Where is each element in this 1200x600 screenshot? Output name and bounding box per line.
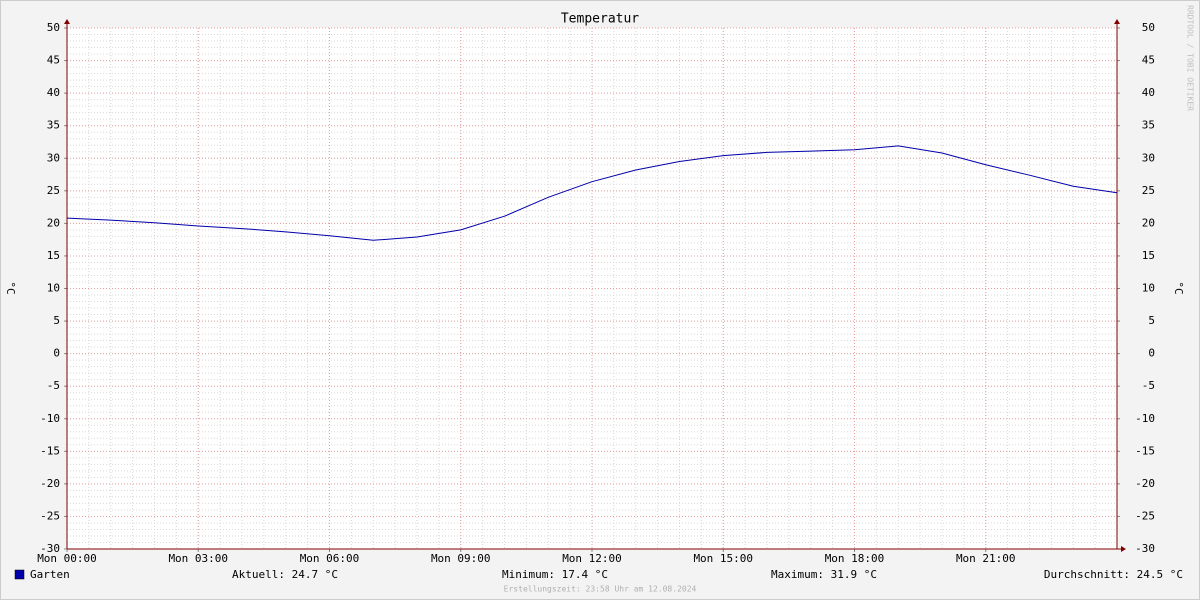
legend-label: Garten [30,568,70,581]
stat-label: Maximum: 31.9 °C [771,568,877,581]
x-axis-arrow [1121,546,1126,552]
y2-tick-label: 45 [1142,54,1155,67]
watermark: RRDTOOL / TOBI OETIKER [1186,5,1195,111]
y2-axis-arrow [1114,19,1120,24]
y2-tick-label: 25 [1142,184,1155,197]
y2-axis-label: °C [1172,281,1185,294]
y-tick-label: 40 [47,86,60,99]
y2-tick-label: 15 [1142,249,1155,262]
y2-tick-label: 35 [1142,119,1155,132]
y2-tick-label: -10 [1135,412,1155,425]
y-tick-label: 35 [47,119,60,132]
y2-tick-label: 10 [1142,282,1155,295]
chart-title: Temperatur [561,12,639,27]
y2-tick-label: -15 [1135,444,1155,457]
y-axis-arrow [64,19,70,24]
stat-label: Durchschnitt: 24.5 °C [1044,568,1183,581]
y-tick-label: 5 [53,314,60,327]
y2-tick-label: 0 [1148,347,1155,360]
y-tick-label: 50 [47,21,60,34]
y-tick-label: 20 [47,216,60,229]
x-tick-label: Mon 21:00 [956,552,1016,565]
y2-tick-label: -20 [1135,477,1155,490]
y2-tick-label: -30 [1135,542,1155,555]
y2-tick-label: 30 [1142,151,1155,164]
y-axis-label: °C [4,281,17,294]
y2-tick-label: -5 [1142,379,1155,392]
y-tick-label: -30 [40,542,60,555]
x-tick-label: Mon 03:00 [168,552,228,565]
y2-tick-label: -25 [1135,509,1155,522]
y2-tick-label: 20 [1142,216,1155,229]
y2-tick-label: 5 [1148,314,1155,327]
y2-tick-label: 40 [1142,86,1155,99]
y-tick-label: -25 [40,509,60,522]
x-tick-label: Mon 09:00 [431,552,491,565]
x-tick-label: Mon 18:00 [825,552,885,565]
footer: Erstellungszeit: 23:58 Uhr am 12.08.2024 [504,585,697,594]
y2-tick-label: 50 [1142,21,1155,34]
y-tick-label: 15 [47,249,60,262]
y-tick-label: 10 [47,282,60,295]
legend-swatch [14,569,25,580]
stat-label: Aktuell: 24.7 °C [232,568,338,581]
y-tick-label: 30 [47,151,60,164]
x-tick-label: Mon 15:00 [693,552,753,565]
y-tick-label: -15 [40,444,60,457]
x-tick-label: Mon 12:00 [562,552,622,565]
y-tick-label: -10 [40,412,60,425]
y-tick-label: -20 [40,477,60,490]
y-tick-label: 0 [53,347,60,360]
stat-label: Minimum: 17.4 °C [502,568,608,581]
x-tick-label: Mon 00:00 [37,552,97,565]
y-tick-label: 25 [47,184,60,197]
y-tick-label: 45 [47,54,60,67]
x-tick-label: Mon 06:00 [300,552,360,565]
data-line [66,145,1118,241]
y-tick-label: -5 [47,379,60,392]
